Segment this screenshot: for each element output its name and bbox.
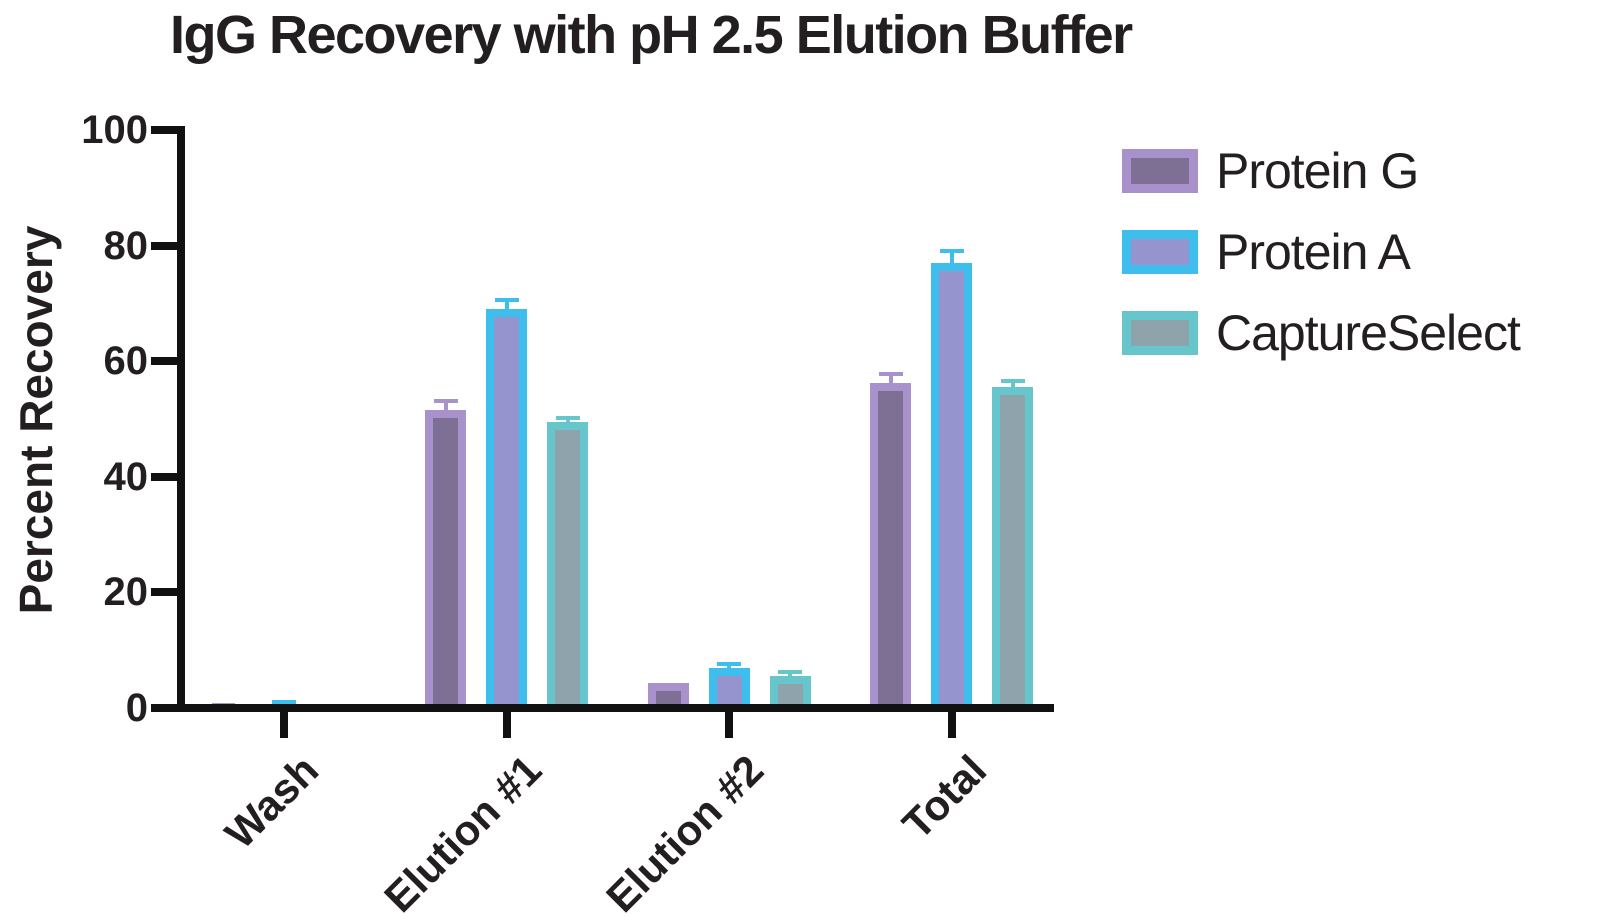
y-tick-label: 40 — [103, 454, 149, 499]
error-bar-cap — [878, 371, 903, 376]
y-axis-label: Percent Recovery — [10, 225, 62, 615]
bar-fill — [1000, 395, 1025, 711]
error-bar-cap — [778, 670, 802, 675]
y-tick — [151, 588, 177, 597]
bar-fill — [494, 317, 519, 711]
bar-protein-a-elution-1 — [486, 309, 527, 711]
error-bar-cap — [555, 415, 580, 420]
bar-protein-g-elution-1 — [425, 410, 466, 711]
bar-fill — [433, 418, 458, 711]
y-tick-label: 80 — [103, 223, 149, 268]
x-tick — [502, 712, 511, 738]
x-tick-label: Wash — [215, 746, 328, 858]
y-tick — [151, 357, 177, 366]
bar-fill — [555, 429, 580, 711]
y-tick — [151, 704, 177, 712]
legend-row: Protein A — [1122, 224, 1520, 280]
x-tick — [725, 712, 733, 738]
y-tick-label: 20 — [103, 570, 149, 615]
x-tick — [947, 712, 956, 738]
x-tick-label: Elution #2 — [597, 746, 773, 922]
error-bar-cap — [717, 661, 741, 666]
error-bar-stem — [949, 249, 954, 273]
x-tick — [280, 712, 288, 738]
legend-label: CaptureSelect — [1216, 305, 1521, 361]
error-bar-cap — [939, 249, 964, 254]
y-tick-label: 100 — [81, 108, 148, 152]
legend-swatch-icon — [1122, 149, 1198, 193]
legend: Protein G Protein A CaptureSelect — [1122, 143, 1521, 392]
y-tick-label: 60 — [103, 339, 149, 384]
error-bar-stem — [888, 371, 893, 393]
legend-swatch-icon — [1122, 311, 1198, 355]
y-tick-label: 0 — [125, 686, 148, 730]
y-tick — [151, 126, 177, 134]
bar-fill — [878, 390, 903, 711]
legend-row: CaptureSelect — [1122, 305, 1521, 361]
error-bar-cap — [272, 699, 296, 704]
y-tick — [151, 241, 177, 250]
error-bar-cap — [494, 298, 519, 303]
error-bar-stem — [504, 298, 509, 320]
y-axis-line — [177, 126, 185, 712]
legend-label: Protein G — [1216, 143, 1419, 199]
y-tick — [151, 472, 177, 481]
error-bar-cap — [1000, 379, 1025, 384]
error-bar-cap — [433, 399, 458, 404]
bar-captureselect-elution-1 — [547, 421, 588, 711]
legend-label: Protein A — [1216, 224, 1411, 280]
x-tick-label: Elution #1 — [374, 746, 550, 922]
x-axis-line — [177, 704, 1054, 712]
bar-protein-a-total — [931, 262, 972, 711]
bar-protein-g-total — [870, 382, 911, 711]
legend-row: Protein G — [1122, 143, 1520, 199]
bar-fill — [939, 270, 964, 711]
chart-title: IgG Recovery with pH 2.5 Elution Buffer — [170, 5, 1133, 65]
error-bar-stem — [443, 399, 448, 421]
x-tick-label: Total — [892, 746, 995, 848]
bar-captureselect-total — [992, 387, 1033, 711]
legend-swatch-icon — [1122, 230, 1198, 274]
